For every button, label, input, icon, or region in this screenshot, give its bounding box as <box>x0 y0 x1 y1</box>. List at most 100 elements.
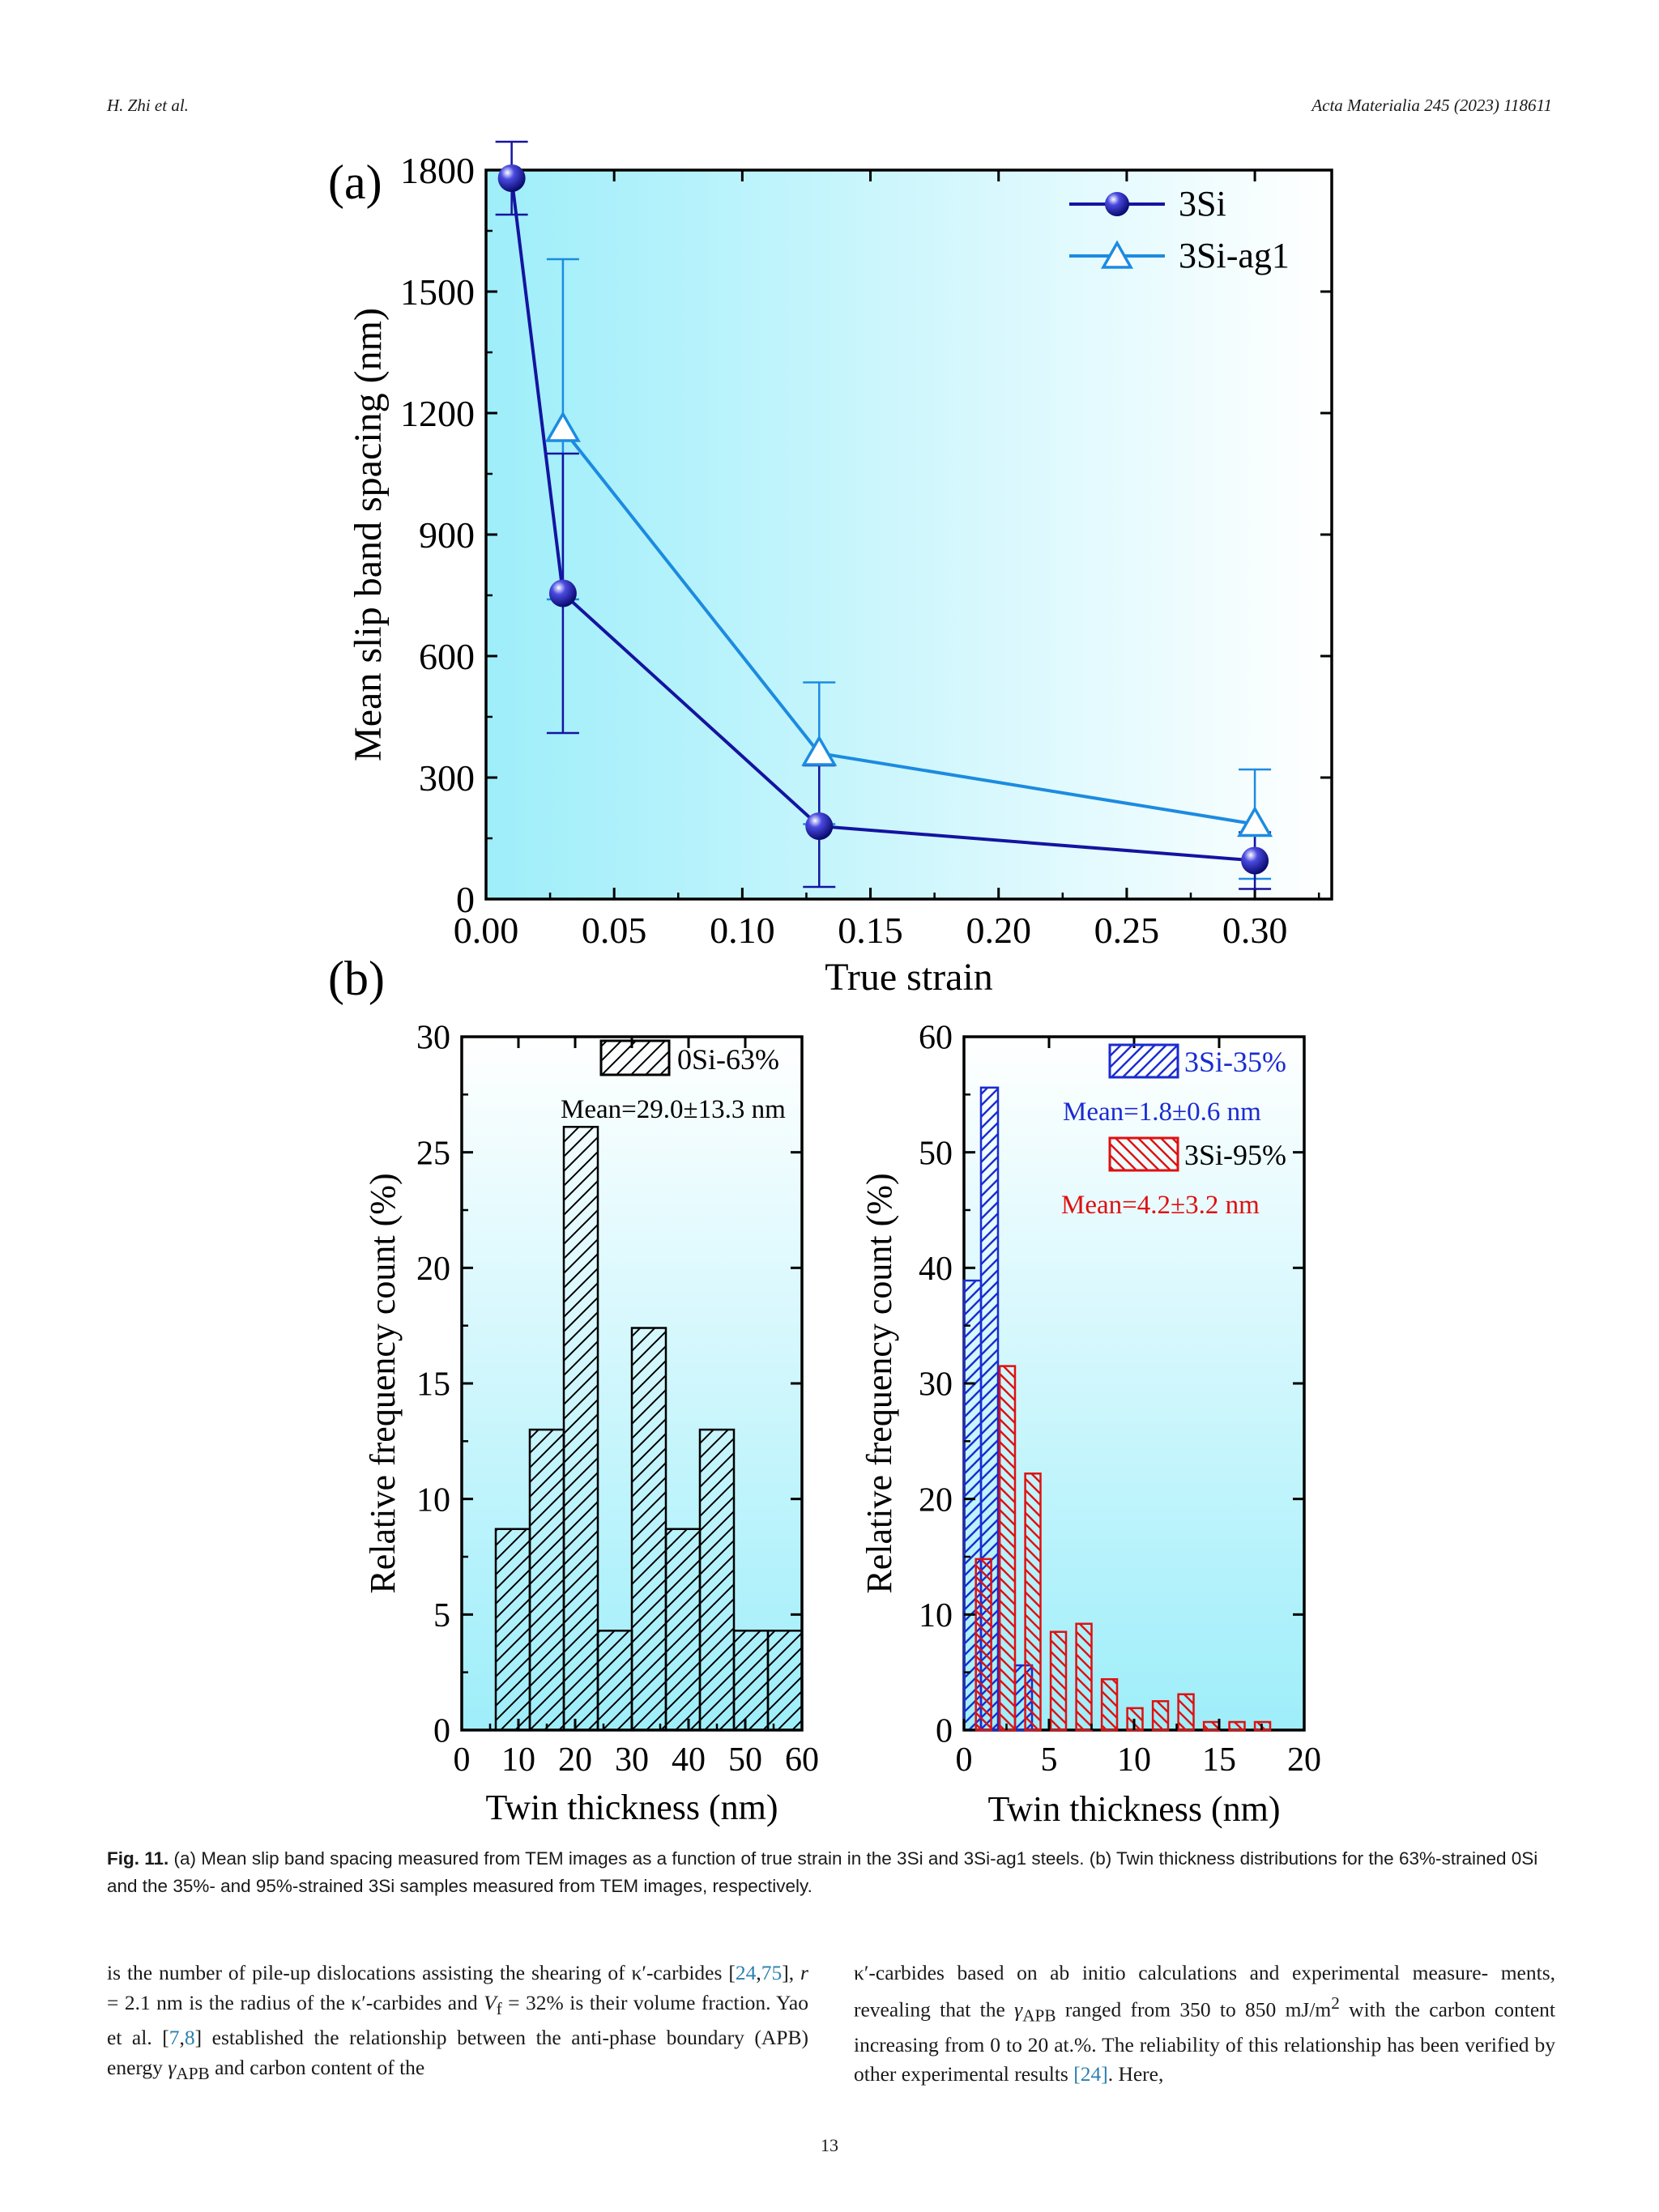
x-tick-label: 0.25 <box>1094 910 1160 951</box>
mean-0si: Mean=29.0±13.3 nm <box>561 1095 786 1124</box>
y-tick-label: 25 <box>416 1135 450 1172</box>
data-point-3si <box>497 164 526 192</box>
plot-area-a <box>484 168 1333 901</box>
y-tick-label: 900 <box>419 514 475 556</box>
caption-text: (a) Mean slip band spacing measured from… <box>107 1848 1538 1896</box>
histogram-bar <box>698 1428 736 1732</box>
histogram-bar <box>494 1528 531 1732</box>
y-tick-label: 10 <box>416 1481 450 1519</box>
histogram-bar-3si-95 <box>1228 1720 1246 1732</box>
y-tick-label: 20 <box>919 1481 953 1519</box>
x-tick-label: 0 <box>454 1741 471 1779</box>
running-header-authors: H. Zhi et al. <box>107 96 189 115</box>
twin-thickness-chart-3si: 0 5 10 15 20 0 10 20 30 40 50 60 Twin thickness (n… <box>859 1020 1321 1829</box>
legend-a: 3Si 3Si-ag1 <box>1069 184 1290 275</box>
citation-link[interactable]: 75 <box>761 1961 783 1984</box>
mean-3si-35: Mean=1.8±0.6 nm <box>1063 1097 1261 1127</box>
running-header-journal: Acta Materialia 245 (2023) 118611 <box>1311 96 1552 115</box>
histogram-bar-3si-95 <box>1075 1622 1093 1732</box>
x-tick-label: 40 <box>672 1741 706 1779</box>
legend-hatch-blue-icon <box>1108 1043 1179 1079</box>
legend-hatch-red-icon <box>1108 1136 1179 1172</box>
histogram-bar-3si-95 <box>998 1365 1017 1732</box>
citation-link[interactable]: 8 <box>184 2026 195 2050</box>
y-axis-label-a: Mean slip band spacing (nm) <box>347 308 390 761</box>
histogram-bar <box>596 1630 633 1732</box>
figure-11: (a) 0.00 0.05 0.10 0.15 0.20 0.25 0.30 0300600… <box>328 140 1333 1829</box>
x-tick-label: 5 <box>1041 1741 1058 1779</box>
y-tick-label: 1500 <box>400 271 475 313</box>
histogram-bar <box>766 1630 804 1732</box>
y-tick-label: 1200 <box>400 393 475 434</box>
y-tick-label: 0 <box>433 1713 450 1750</box>
twin-thickness-chart-0si: 0 10 20 30 40 50 60 0 5 10 15 20 25 30 Twin thicknes… <box>363 1020 819 1827</box>
histogram-bar <box>528 1428 565 1732</box>
histogram-bar <box>562 1126 599 1732</box>
x-tick-label: 10 <box>1117 1741 1151 1779</box>
y-tick-label: 0 <box>936 1713 953 1750</box>
mean-3si-95: Mean=4.2±3.2 nm <box>1061 1191 1260 1220</box>
x-tick-label: 0.00 <box>454 910 519 951</box>
y-tick-label: 30 <box>416 1020 450 1057</box>
x-tick-label: 20 <box>558 1741 592 1779</box>
histogram-bar-3si-95 <box>1202 1720 1221 1732</box>
legend-3si: 3Si <box>1179 184 1226 224</box>
body-column-left: is the number of pile-up dislocations as… <box>107 1961 808 2083</box>
y-axis-label-b1: Relative frequency count (%) <box>363 1173 403 1593</box>
citation-link[interactable]: 24 <box>735 1961 757 1984</box>
y-tick-label: 30 <box>919 1366 953 1404</box>
legend-3si-ag1: 3Si-ag1 <box>1179 236 1290 275</box>
body-column-right: κ′-carbides based on ab initio calculati… <box>854 1961 1556 2086</box>
legend-3si-35: 3Si-35% <box>1184 1046 1286 1078</box>
x-tick-label: 0 <box>956 1741 973 1779</box>
histogram-bar-3si-95 <box>1177 1693 1195 1732</box>
y-tick-label: 40 <box>919 1251 953 1288</box>
histogram-bar <box>732 1630 770 1732</box>
y-tick-label: 5 <box>433 1597 450 1634</box>
x-tick-label: 0.20 <box>966 910 1031 951</box>
legend-0si-63: 0Si-63% <box>677 1043 779 1076</box>
x-axis-label-b2: Twin thickness (nm) <box>987 1789 1280 1829</box>
y-tick-label: 20 <box>416 1251 450 1288</box>
data-point-3si-ag1 <box>544 411 581 442</box>
caption-label: Fig. 11. <box>107 1848 169 1869</box>
histogram-bar-3si-95 <box>1151 1700 1170 1732</box>
x-tick-label: 0.10 <box>710 910 775 951</box>
figure-caption: Fig. 11. (a) Mean slip band spacing meas… <box>107 1845 1552 1900</box>
y-tick-label: 15 <box>416 1366 450 1404</box>
x-tick-label: 50 <box>728 1741 762 1779</box>
slip-band-chart: 0.00 0.05 0.10 0.15 0.20 0.25 0.30 0 300 600 900 1… <box>347 140 1333 999</box>
data-point-3si <box>548 579 577 607</box>
x-tick-label: 15 <box>1202 1741 1236 1779</box>
histogram-bar-3si-95 <box>1100 1677 1119 1732</box>
y-axis-label-b2: Relative frequency count (%) <box>859 1173 899 1593</box>
legend-b1: 0Si-63% Mean=29.0±13.3 nm <box>561 1039 786 1124</box>
x-tick-label: 30 <box>615 1741 649 1779</box>
series-line-3si <box>510 177 1256 863</box>
citation-link[interactable]: 7 <box>168 2026 180 2050</box>
x-tick-label: 60 <box>785 1741 819 1779</box>
x-tick-label: 10 <box>501 1741 535 1779</box>
x-tick-label: 20 <box>1287 1741 1321 1779</box>
y-tick-label: 50 <box>919 1135 953 1172</box>
x-tick-label: 0.30 <box>1222 910 1288 951</box>
data-point-3si <box>805 812 834 840</box>
x-axis-label-b1: Twin thickness (nm) <box>485 1788 778 1827</box>
histogram-bar-3si-95 <box>975 1558 992 1732</box>
x-tick-label: 0.15 <box>838 910 903 951</box>
y-tick-label: 0 <box>456 879 475 920</box>
y-tick-label: 600 <box>419 636 475 677</box>
legend-sphere-icon <box>1105 192 1129 216</box>
histogram-bar-3si-95 <box>1049 1630 1068 1732</box>
legend-triangle-icon <box>1100 240 1134 269</box>
data-point-3si-ag1 <box>801 735 838 766</box>
data-point-3si-ag1 <box>1237 805 1273 837</box>
panel-b-label: (b) <box>328 952 385 1005</box>
legend-b2: 3Si-35% Mean=1.8±0.6 nm 3Si-95% Mean=4.2… <box>1061 1043 1286 1220</box>
data-point-3si <box>1241 846 1269 875</box>
citation-link[interactable]: [24] <box>1073 2062 1108 2086</box>
y-tick-label: 10 <box>919 1597 953 1634</box>
panel-a-label: (a) <box>328 156 382 209</box>
x-tick-label: 0.05 <box>582 910 647 951</box>
y-tick-label: 1800 <box>400 150 475 191</box>
